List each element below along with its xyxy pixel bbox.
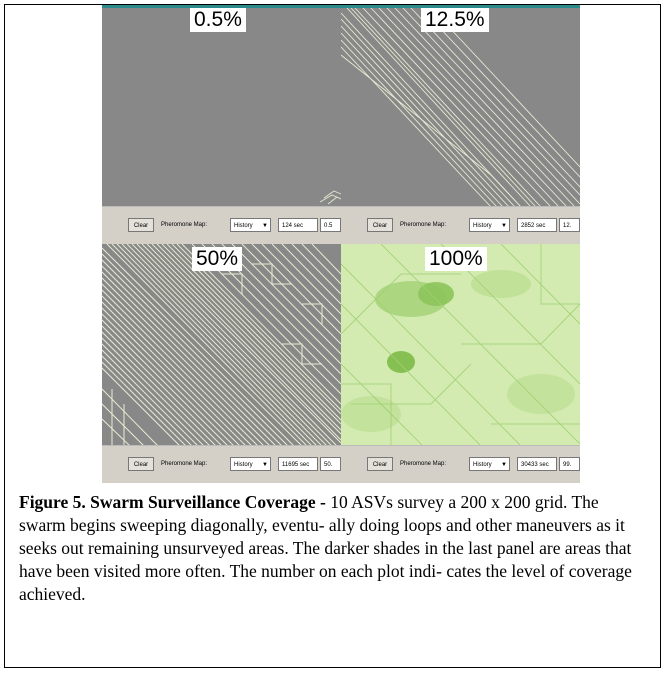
grid-map (341, 244, 580, 447)
control-bar: Clear Pheromone Map: History ▼ 2852 sec 1… (341, 206, 580, 244)
elapsed-time-field: 124 sec (278, 218, 318, 232)
coverage-figure: 0.5% Clear Pheromone Map: History ▼ 124 s… (102, 5, 580, 483)
panel-0-5-percent: 0.5% Clear Pheromone Map: History ▼ 124 s… (102, 5, 341, 244)
coverage-field: 0.5 (320, 218, 341, 232)
coverage-label: 0.5% (190, 8, 246, 32)
clear-button[interactable]: Clear (128, 457, 154, 471)
control-bar: Clear Pheromone Map: History ▼ 30433 sec … (341, 445, 580, 483)
coverage-field: 12. (559, 218, 580, 232)
control-bar: Clear Pheromone Map: History ▼ 124 sec 0.… (102, 206, 341, 244)
pheromone-map-label: Pheromone Map: (161, 461, 208, 467)
coverage-label: 50% (192, 247, 243, 271)
figure-caption: Figure 5. Swarm Surveillance Coverage - … (19, 491, 644, 606)
figure-frame: 0.5% Clear Pheromone Map: History ▼ 124 s… (4, 4, 661, 668)
grid-map (341, 5, 580, 208)
chevron-down-icon: ▼ (501, 462, 507, 468)
elapsed-time-field: 11695 sec (278, 457, 318, 471)
caption-text: 10 ASVs survey a 200 x 200 grid. The swa… (19, 492, 632, 604)
elapsed-time-field: 2852 sec (517, 218, 557, 232)
control-bar: Clear Pheromone Map: History ▼ 11695 sec … (102, 445, 341, 483)
panel-12-5-percent: 12.5% Clear Pheromone Map: History ▼ 2852… (341, 5, 580, 244)
panel-100-percent: 100% Clear Pheromone Map: History ▼ 30433… (341, 244, 580, 483)
caption-title: Figure 5. Swarm Surveillance Coverage - (19, 492, 331, 512)
chevron-down-icon: ▼ (262, 223, 268, 229)
chevron-down-icon: ▼ (501, 223, 507, 229)
clear-button[interactable]: Clear (367, 218, 393, 232)
coverage-field: 50. (320, 457, 341, 471)
coverage-label: 12.5% (421, 8, 489, 32)
elapsed-time-field: 30433 sec (517, 457, 557, 471)
pheromone-map-select[interactable]: History ▼ (469, 457, 510, 471)
pheromone-map-select[interactable]: History ▼ (230, 457, 271, 471)
panel-50-percent: 50% Clear Pheromone Map: History ▼ 11695 … (102, 244, 341, 483)
grid-map (102, 5, 341, 207)
clear-button[interactable]: Clear (367, 457, 393, 471)
pheromone-map-label: Pheromone Map: (400, 222, 447, 228)
clear-button[interactable]: Clear (128, 218, 154, 232)
pheromone-map-select[interactable]: History ▼ (230, 218, 271, 232)
pheromone-map-select[interactable]: History ▼ (469, 218, 510, 232)
pheromone-map-label: Pheromone Map: (400, 461, 447, 467)
coverage-field: 99. (559, 457, 580, 471)
pheromone-map-label: Pheromone Map: (161, 222, 208, 228)
grid-map (102, 244, 341, 447)
chevron-down-icon: ▼ (262, 462, 268, 468)
coverage-label: 100% (425, 247, 487, 271)
